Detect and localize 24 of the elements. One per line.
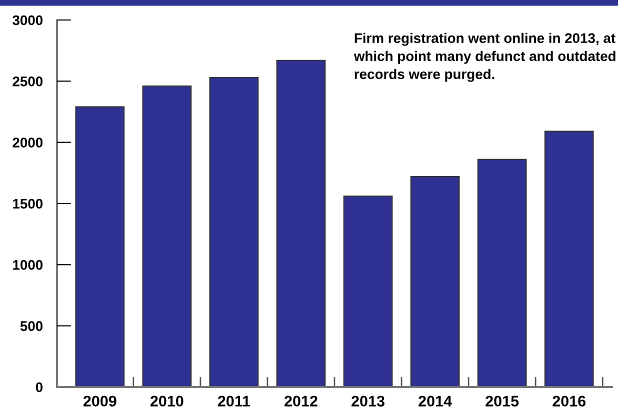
bar	[544, 130, 594, 387]
x-tick-label: 2010	[150, 396, 184, 407]
x-tick-label: 2015	[486, 396, 519, 407]
y-tick-label: 2000	[12, 138, 43, 148]
x-tick-label: 2012	[284, 396, 318, 407]
bar	[343, 196, 393, 387]
x-tick-label: 2009	[83, 396, 116, 407]
y-tick-label: 1000	[13, 260, 43, 270]
bar	[477, 158, 527, 387]
x-tick-label: 2016	[552, 396, 586, 407]
y-tick-label: 0	[36, 382, 43, 392]
y-tick-label: 2500	[12, 76, 43, 86]
bar	[142, 86, 192, 387]
x-tick-label: 2013	[352, 396, 384, 407]
bar	[410, 176, 460, 387]
bar	[209, 76, 259, 387]
bar	[276, 60, 326, 387]
bar	[75, 106, 125, 387]
y-tick-label: 1500	[13, 198, 43, 209]
y-tick-label: 3000	[12, 15, 43, 26]
x-tick-label: 2014	[418, 396, 452, 407]
y-tick-label: 500	[20, 321, 43, 332]
x-tick-label: 2011	[218, 396, 250, 407]
annotation: Firm registration went online in 2013, at which point many defunct and outdated records were purged.	[354, 32, 616, 82]
